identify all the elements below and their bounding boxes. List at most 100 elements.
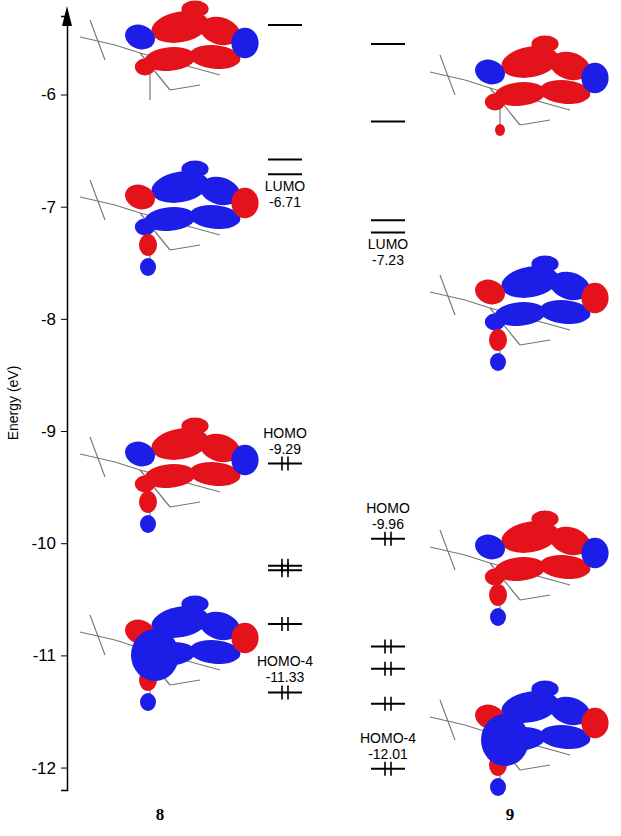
orbital-lobe <box>472 531 509 564</box>
electron <box>390 762 392 776</box>
energy-level <box>268 173 302 175</box>
skeleton-bond <box>440 530 455 570</box>
energy-level <box>371 43 405 45</box>
orbital-plot <box>80 596 259 712</box>
orbital-lobe <box>135 476 155 493</box>
orbital-plot <box>80 418 259 534</box>
skeleton-bond <box>90 180 105 220</box>
tick-mark <box>61 655 67 656</box>
orbital-lobe <box>531 36 558 53</box>
electron <box>287 617 289 631</box>
electron <box>287 685 289 699</box>
electron <box>384 662 386 676</box>
electron <box>390 697 392 711</box>
orbital-plot <box>80 1 259 101</box>
skeleton-bond <box>440 55 455 95</box>
electron <box>390 639 392 653</box>
axis-title: Energy (eV) <box>5 366 21 441</box>
tick: -7 <box>41 198 67 217</box>
energy-level <box>371 645 405 647</box>
tick: -11 <box>33 646 67 665</box>
level-label: HOMO <box>366 500 410 516</box>
orbital-lobe <box>485 314 505 331</box>
tick: -12 <box>31 759 67 778</box>
orbital-lobe <box>122 21 159 54</box>
energy-level <box>371 668 405 670</box>
orbital-lobe <box>472 276 509 309</box>
tick-label: -10 <box>31 534 56 553</box>
skeleton-bond <box>520 120 550 125</box>
orbital-plot <box>430 36 609 137</box>
electron <box>281 457 283 471</box>
energy-level <box>268 463 302 465</box>
level-label: HOMO-4 <box>360 730 416 746</box>
skeleton-bond <box>170 85 200 90</box>
orbital-lobe <box>231 445 258 476</box>
orbital-lobe <box>181 1 208 18</box>
tick-label: -11 <box>33 646 56 665</box>
compound-label: 8 <box>156 805 165 824</box>
skeleton-bond <box>170 502 200 507</box>
tick-mark <box>61 319 67 320</box>
tick-label: -8 <box>41 310 56 329</box>
skeleton-bond <box>520 340 550 345</box>
orbital-lobe <box>181 418 208 435</box>
electron <box>384 697 386 711</box>
orbital-lobe <box>135 59 155 76</box>
electron <box>287 563 289 577</box>
compound-label: 9 <box>506 805 515 824</box>
skeleton-bond <box>440 700 455 740</box>
level-value: -6.71 <box>269 194 301 210</box>
skeleton-bond <box>170 680 200 685</box>
tick-label: -7 <box>41 198 56 217</box>
skeleton-bond <box>170 245 200 250</box>
level-label: HOMO <box>263 425 307 441</box>
orbital-lobe <box>531 511 558 528</box>
tick-mark <box>61 95 67 96</box>
orbital-lobe <box>231 188 258 219</box>
tick: -6 <box>41 85 67 104</box>
chart: -12-11-10-9-8-7-6Energy (eV)LUMO-6.71HOM… <box>0 0 621 836</box>
level-value: -11.33 <box>266 669 305 685</box>
energy-level <box>268 691 302 693</box>
orbital-lobe <box>472 56 509 89</box>
orbital-lobe <box>485 94 505 111</box>
skeleton-bond <box>440 275 455 315</box>
tick: -9 <box>41 422 67 441</box>
tick: -8 <box>41 310 67 329</box>
orbital-lobe <box>181 161 208 178</box>
electron <box>287 457 289 471</box>
orbital-lobe <box>490 608 506 626</box>
orbital-lobe <box>489 584 507 606</box>
orbital-lobe <box>581 63 608 94</box>
energy-level <box>268 24 302 26</box>
energy-level <box>268 159 302 161</box>
y-axis: -12 -11 -10 -9 -8 -7 -6 <box>31 17 67 791</box>
orbital-lobe <box>139 491 157 513</box>
electron <box>384 639 386 653</box>
orbital-lobe <box>140 515 156 533</box>
skeleton-bond <box>90 615 105 655</box>
electron <box>384 532 386 546</box>
level-label: LUMO <box>368 236 409 252</box>
orbital-lobe <box>495 124 505 136</box>
tick: -10 <box>31 534 67 553</box>
level-value: -7.23 <box>372 252 404 268</box>
orbital-lobe <box>531 681 558 698</box>
orbital-lobe <box>122 181 159 214</box>
orbital-plot <box>430 256 609 372</box>
orbital-lobe <box>581 708 608 739</box>
energy-level <box>371 538 405 540</box>
orbital-lobe <box>131 629 179 681</box>
tick-mark <box>61 431 67 432</box>
energy-level <box>371 768 405 770</box>
orbital-lobe <box>490 778 506 796</box>
energy-level <box>268 623 302 625</box>
orbital-lobe <box>231 623 258 654</box>
orbital-lobe <box>490 353 506 371</box>
level-label: LUMO <box>265 178 306 194</box>
tick-mark <box>61 543 67 544</box>
energy-level <box>371 703 405 705</box>
orbital-plots <box>80 1 609 797</box>
electron <box>384 762 386 776</box>
